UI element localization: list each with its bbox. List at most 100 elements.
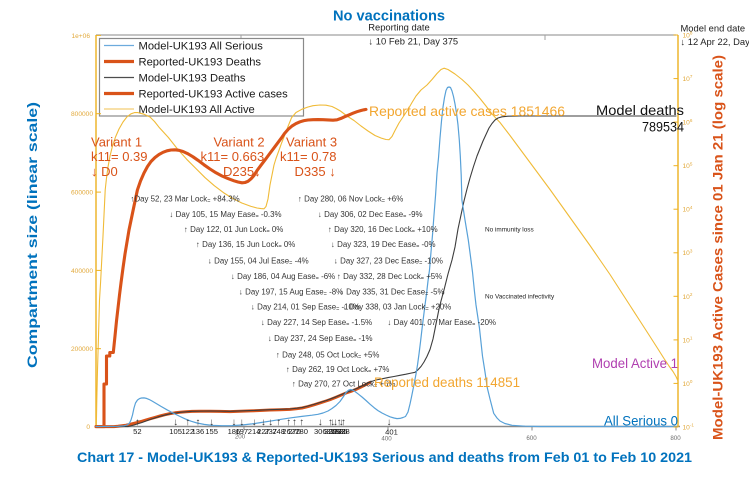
svg-text:↓ Day 155, 04 Jul Ease= -4%: ↓ Day 155, 04 Jul Ease= -4% [208,257,309,267]
svg-text:No Vaccinated infectivity: No Vaccinated infectivity [485,294,555,301]
svg-text:105: 105 [683,161,693,170]
svg-text:Reported deaths 114851: Reported deaths 114851 [374,374,520,390]
svg-text:No immunity loss: No immunity loss [485,227,534,234]
svg-text:108: 108 [683,31,693,40]
svg-text:↓ 10 Feb 21, Day 375: ↓ 10 Feb 21, Day 375 [369,36,459,47]
svg-text:600: 600 [526,435,537,442]
svg-text:↑ Day 270, 27 Oct Lock= +6%: ↑ Day 270, 27 Oct Lock= +6% [292,380,395,390]
svg-text:↑ Day 122, 01 Jun Lock= 0%: ↑ Day 122, 01 Jun Lock= 0% [184,225,283,235]
svg-text:↑: ↑ [276,417,281,428]
svg-text:Model-UK193 Deaths: Model-UK193 Deaths [139,72,246,84]
svg-text:101: 101 [683,336,693,345]
svg-text:↓: ↓ [173,417,178,428]
svg-text:Variant 1: Variant 1 [91,135,142,150]
svg-text:↓: ↓ [231,417,236,428]
svg-text:600000: 600000 [71,190,93,197]
svg-text:1e+06: 1e+06 [71,33,90,40]
svg-text:Reporting date: Reporting date [368,22,430,33]
svg-text:237: 237 [264,427,277,436]
svg-text:Variant 2: Variant 2 [214,135,265,150]
svg-text:k11= 0.663: k11= 0.663 [201,149,265,164]
svg-text:Model-UK193 Active Cases since: Model-UK193 Active Cases since 01 Jan 21… [711,55,726,440]
svg-text:↓ Day 197, 15 Aug Ease= -8%: ↓ Day 197, 15 Aug Ease= -8% [239,288,343,298]
svg-text:122: 122 [181,427,194,436]
svg-text:↑: ↑ [299,417,304,428]
svg-text:10-1: 10-1 [683,423,695,432]
svg-text:↓: ↓ [339,417,344,428]
svg-text:k11= 0.39: k11= 0.39 [91,149,148,164]
svg-text:↓: ↓ [209,417,214,428]
svg-text:Reported-UK193 Active cases: Reported-UK193 Active cases [139,88,289,100]
svg-text:↓: ↓ [268,417,273,428]
svg-text:↑: ↑ [135,417,140,428]
svg-text:335: 335 [335,427,348,436]
svg-text:↑: ↑ [337,417,342,428]
svg-text:↓ Day 338, 03 Jan Lock= +20%: ↓ Day 338, 03 Jan Lock= +20% [343,302,451,312]
svg-text:↑: ↑ [185,417,190,428]
svg-text:↓ Day 237, 24 Sep Ease= -1%: ↓ Day 237, 24 Sep Ease= -1% [268,334,373,344]
svg-text:D235↓: D235↓ [223,164,261,179]
svg-text:280: 280 [295,427,308,436]
svg-text:↓ Day 186, 04 Aug Ease= -6%: ↓ Day 186, 04 Aug Ease= -6% [231,272,335,282]
svg-text:↑Day 52, 23 Mar Lock= +84.3%: ↑Day 52, 23 Mar Lock= +84.3% [131,194,240,204]
svg-text:k11= 0.78: k11= 0.78 [280,149,337,164]
svg-text:136: 136 [192,427,205,436]
svg-text:↑ Day 280, 06 Nov Lock= +6%: ↑ Day 280, 06 Nov Lock= +6% [298,194,403,204]
svg-text:↓ Day 327, 23 Dec Ease= -10%: ↓ Day 327, 23 Dec Ease= -10% [334,257,443,267]
svg-text:Reported-UK193 Deaths: Reported-UK193 Deaths [139,56,262,68]
svg-text:270: 270 [288,427,301,436]
svg-text:Model end date: Model end date [681,23,746,34]
svg-text:400000: 400000 [71,268,93,275]
svg-text:↓ Day 306, 02 Dec Ease= -9%: ↓ Day 306, 02 Dec Ease= -9% [318,210,423,220]
svg-text:↓: ↓ [252,417,257,428]
svg-text:789534: 789534 [642,119,684,135]
svg-text:↓: ↓ [387,417,392,428]
svg-text:186: 186 [228,427,241,436]
svg-text:102: 102 [683,292,693,301]
svg-text:Model-UK193 All Serious: Model-UK193 All Serious [139,40,264,52]
svg-text:↓ Day 401, 07 Mar Ease= -20%: ↓ Day 401, 07 Mar Ease= -20% [388,318,497,328]
svg-text:Chart 17 - Model-UK193 & Repor: Chart 17 - Model-UK193 & Reported-UK193 … [77,450,692,465]
svg-text:↓ Day 227, 14 Sep Ease= -1.5%: ↓ Day 227, 14 Sep Ease= -1.5% [261,318,372,328]
svg-text:↑: ↑ [341,417,346,428]
svg-text:↑: ↑ [195,417,200,428]
svg-text:327: 327 [329,427,342,436]
svg-text:↓ Day 105, 15 May Ease= -0.3%: ↓ Day 105, 15 May Ease= -0.3% [170,210,282,220]
svg-text:320: 320 [324,427,337,436]
svg-text:Reported active cases 1851466: Reported active cases 1851466 [369,103,565,119]
svg-text:800: 800 [670,435,681,442]
svg-text:↓ Day 335, 31 Dec Ease= -5%: ↓ Day 335, 31 Dec Ease= -5% [340,288,445,298]
svg-text:197: 197 [235,427,248,436]
svg-text:262: 262 [282,427,295,436]
svg-text:103: 103 [683,248,693,257]
svg-text:401: 401 [385,427,398,436]
svg-text:Model-UK193 All Active: Model-UK193 All Active [139,104,255,116]
svg-text:200: 200 [235,434,246,441]
svg-text:332: 332 [333,427,346,436]
svg-text:↑ Day 320, 16 Dec Lock= +10%: ↑ Day 320, 16 Dec Lock= +10% [328,225,438,235]
svg-text:155: 155 [205,427,218,436]
svg-text:200000: 200000 [71,346,93,353]
svg-text:↑: ↑ [328,417,333,428]
svg-text:52: 52 [133,427,141,436]
svg-text:↓ 12 Apr 22, Day 800: ↓ 12 Apr 22, Day 800 [681,36,749,47]
svg-text:0: 0 [86,424,90,431]
svg-text:↓: ↓ [318,417,323,428]
svg-text:All Serious 0: All Serious 0 [604,413,678,429]
svg-text:↓: ↓ [239,417,244,428]
svg-text:↓: ↓ [333,417,338,428]
svg-text:Compartment size (linear scale: Compartment size (linear scale) [25,102,40,368]
svg-text:↑: ↑ [286,417,291,428]
svg-text:↑ Day 248, 05 Oct Lock= +5%: ↑ Day 248, 05 Oct Lock= +5% [276,350,379,360]
svg-text:↑: ↑ [292,417,297,428]
svg-text:↓: ↓ [330,417,335,428]
svg-text:↓: ↓ [261,417,266,428]
svg-text:100: 100 [683,379,693,388]
svg-text:107: 107 [683,74,693,83]
svg-text:D335 ↓: D335 ↓ [295,164,336,179]
svg-text:400: 400 [381,436,392,443]
svg-text:227: 227 [257,427,270,436]
svg-text:323: 323 [326,427,339,436]
svg-text:No vaccinations: No vaccinations [333,8,445,25]
svg-text:800000: 800000 [71,111,93,118]
